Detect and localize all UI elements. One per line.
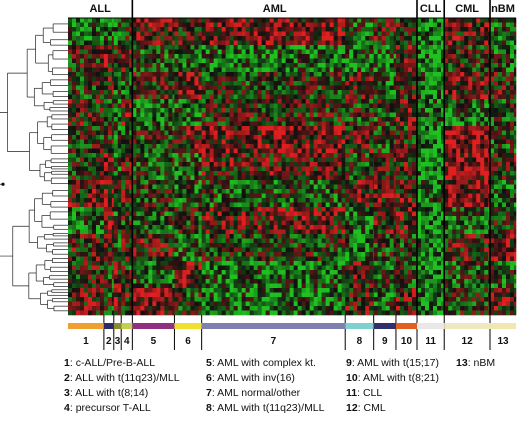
legend-item-7: 7: AML normal/other: [206, 387, 301, 399]
heatmap-svg: ALL AML CLL CML nBM 1 2 3 4 5 6 7 8 9 10 11 12 13: [0, 0, 517, 350]
group-dividers: [68, 0, 516, 350]
class-number-8: 8: [357, 336, 363, 347]
class-number-12: 12: [462, 336, 474, 347]
color-bar-class-11: [416, 323, 445, 329]
group-label-cml: CML: [455, 3, 479, 15]
class-number-3: 3: [115, 336, 121, 347]
class-number-10: 10: [401, 336, 413, 347]
heatmap-block-class-13: [490, 18, 517, 316]
legend-item-1: 1: c-ALL/Pre-B-ALL: [64, 357, 156, 369]
legend-item-10: 10: AML with t(8;21): [346, 372, 440, 384]
class-number-7: 7: [271, 336, 277, 347]
heatmap-block-class-5: [132, 18, 175, 316]
class-number-9: 9: [382, 336, 388, 347]
group-label-cll: CLL: [420, 3, 442, 15]
top-group-labels: ALL AML CLL CML nBM: [89, 3, 514, 15]
color-bar-class-8: [345, 323, 374, 329]
heatmap-block-class-8: [345, 18, 374, 316]
class-number-2: 2: [106, 336, 112, 347]
color-bar-class-9: [373, 323, 396, 329]
color-bar-class-4: [121, 323, 133, 329]
legend-item-8: 8: AML with t(11q23)/MLL: [206, 402, 325, 414]
class-number-4: 4: [124, 336, 130, 347]
heatmap-block-class-12: [444, 18, 491, 316]
heatmap-block-class-9: [373, 18, 397, 316]
heatmap-block-class-7: [201, 18, 346, 316]
legend-item-11: 11: CLL: [346, 387, 383, 399]
color-bar-class-2: [103, 323, 114, 329]
class-color-bar: [68, 323, 516, 329]
heatmap-block-class-3: [113, 18, 122, 316]
legend-item-4: 4: precursor T-ALL: [64, 402, 151, 414]
heatmap-block-class-6: [174, 18, 202, 316]
heatmap-cells: [68, 18, 517, 316]
heatmap-block-class-10: [395, 18, 418, 316]
class-number-6: 6: [185, 336, 191, 347]
class-number-13: 13: [497, 336, 509, 347]
class-legend: 1: c-ALL/Pre-B-ALL 2: ALL with t(11q23)/…: [0, 355, 520, 422]
legend-item-5: 5: AML with complex kt.: [206, 357, 316, 369]
color-bar-class-13: [490, 323, 516, 329]
legend-item-6: 6: AML with inv(16): [206, 372, 295, 384]
group-label-all: ALL: [89, 3, 111, 15]
group-label-nbm: nBM: [491, 3, 515, 15]
legend-item-9: 9: AML with t(15;17): [346, 357, 440, 369]
row-dendrogram: [0, 23, 68, 312]
class-number-1: 1: [83, 336, 89, 347]
dendrogram-root: [1, 182, 5, 186]
legend-item-12: 12: CML: [346, 402, 386, 414]
group-label-aml: AML: [263, 3, 287, 15]
class-number-5: 5: [151, 336, 157, 347]
color-bar-class-10: [395, 323, 417, 329]
class-number-11: 11: [425, 336, 436, 347]
legend-item-2: 2: ALL with t(11q23)/MLL: [64, 372, 180, 384]
heatmap-block-class-2: [103, 18, 115, 316]
heatmap-block-class-11: [416, 18, 445, 316]
color-bar-class-3: [113, 323, 122, 329]
color-bar-class-1: [68, 323, 104, 329]
class-number-labels: 1 2 3 4 5 6 7 8 9 10 11 12 13: [83, 336, 509, 347]
color-bar-class-12: [444, 323, 491, 329]
color-bar-class-6: [174, 323, 202, 329]
color-bar-class-7: [201, 323, 346, 329]
legend-item-13: 13: nBM: [456, 357, 496, 369]
heatmap-block-class-1: [68, 18, 105, 316]
legend-item-3: 3: ALL with t(8;14): [64, 387, 149, 399]
color-bar-class-5: [132, 323, 175, 329]
heatmap-block-class-4: [121, 18, 133, 316]
